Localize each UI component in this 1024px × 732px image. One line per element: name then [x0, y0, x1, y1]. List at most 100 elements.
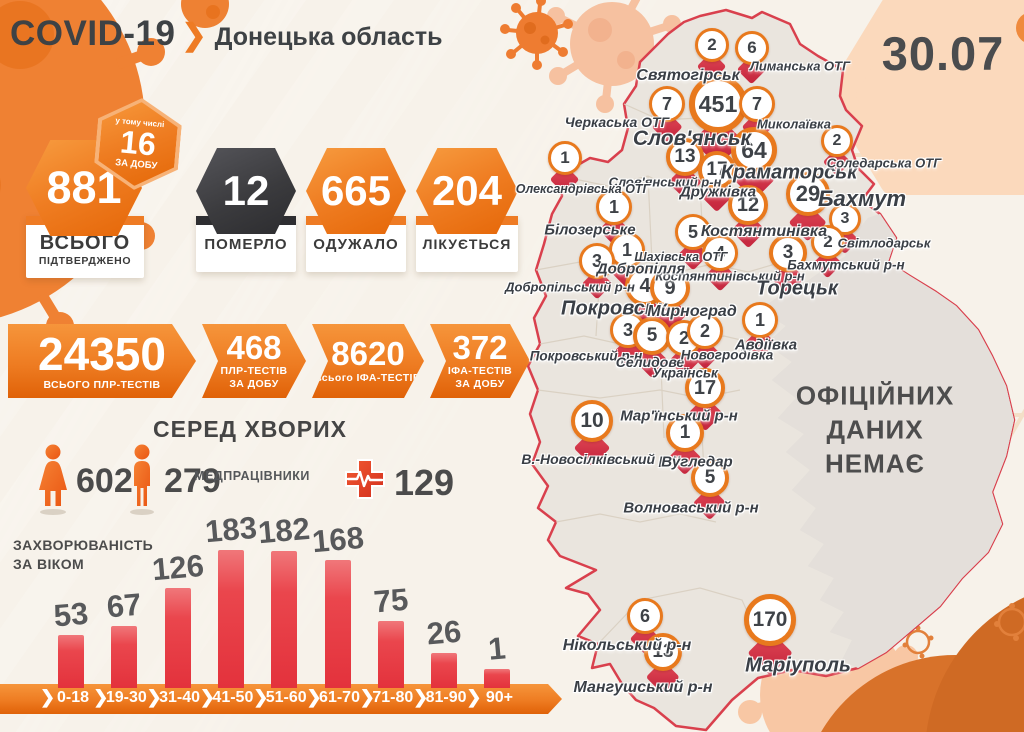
axis-chevron-icon: ❯ — [466, 687, 482, 707]
map-pin-avdiivka: 1 — [742, 302, 778, 338]
chevron-icon: ❯ — [181, 19, 207, 52]
axis-label: 41-50 — [212, 689, 254, 706]
map-pin-sviatohirsk: 2 — [695, 28, 729, 62]
date-hexagon — [827, 0, 1024, 195]
axis-chevron-icon: ❯ — [359, 687, 375, 707]
map-pin-oleksandrivska-otg: 1 — [548, 141, 582, 175]
confirmed-label-2: ПІДТВЕРДЖЕНО — [38, 255, 132, 267]
age-chart-title: ЗАХВОРЮВАНІСТЬ ЗА ВІКОМ — [13, 537, 154, 572]
tests-label: ПЛР-ТЕСТІВ ЗА ДОБУ — [220, 365, 288, 391]
male-icon — [130, 444, 154, 515]
map-place-label-sloviansk: Слов'янськ — [632, 127, 752, 150]
map-pin-bilozerske: 1 — [596, 189, 632, 225]
recovered-label: ОДУЖАЛО — [313, 236, 399, 253]
map-place-label-pokrovskyi-rn: Покровський р-н — [529, 348, 643, 364]
daily-per-day: ЗА ДОБУ — [114, 157, 158, 172]
map-pin-mariinskyi-rn: 17 — [685, 368, 725, 408]
tests-banner: 24350 ВСЬОГО ПЛР-ТЕСТІВ 468 ПЛР-ТЕСТІВ ЗА Д… — [0, 324, 560, 398]
map-place-label-bilozerske: Білозерське — [544, 221, 636, 239]
bar-value: 26 — [425, 613, 463, 651]
oblast-map — [526, 8, 1016, 732]
axis-label: 19-30 — [105, 689, 147, 706]
tests-value: 468 — [226, 328, 282, 366]
medics-count: 129 — [394, 462, 455, 503]
bar-value: 126 — [150, 547, 205, 587]
report-date: 30.07 — [881, 27, 1005, 80]
map-pin-nikolskyi-rn: 6 — [627, 598, 663, 634]
age-axis-banner: ❯ 0-18 ❯ 19-30 ❯ 31-40 ❯ 41-50 ❯ 51-60 ❯ 61-70 ❯ 71-8… — [0, 684, 562, 714]
region-title: Донецька область — [214, 23, 443, 51]
map-place-label-kramatorsk: Краматорськ — [720, 161, 858, 184]
bar — [377, 620, 404, 688]
map-place-label-mariupol: Маріуполь — [745, 654, 851, 677]
page-header: COVID-19 ❯ Донецька область — [10, 14, 442, 54]
map-place-label-cherkaska-otg: Черкаська ОТГ — [564, 114, 670, 130]
tests-label: всього ІФА-ТЕСТІВ — [315, 371, 421, 384]
map-place-label-toretsk: Торецьк — [756, 277, 838, 300]
map-place-label-lymanska-otg: Лиманська ОТГ — [749, 58, 851, 74]
virus-decor-topmiddle — [500, 0, 1024, 113]
axis-label: 71-80 — [372, 689, 414, 706]
map-place-label-volnovaskyi-rn: Волноваський р-н — [623, 499, 759, 517]
map-pin-lymanska-otg: 6 — [735, 31, 769, 65]
treated-hexagon: 204 — [416, 148, 518, 234]
bar — [217, 550, 244, 688]
map-place-label-slovianskyi-rn: Слов'янський р-н — [608, 174, 722, 190]
died-hexagon: 12 — [196, 148, 296, 234]
treated-label: ЛІКУЄТЬСЯ — [422, 236, 512, 252]
covid-title: COVID-19 — [10, 14, 176, 53]
map-place-label-oleksandrivska-otg: Олександрівська ОТГ — [515, 182, 651, 196]
female-icon — [39, 444, 67, 515]
axis-label: 31-40 — [159, 689, 201, 706]
no-data-hatched-region — [760, 214, 1014, 668]
map-place-label-mykolaivka: Миколаївка — [756, 116, 832, 132]
map-place-label-pokrovsk: Покровськ — [561, 297, 667, 320]
confirmed-label-1: ВСЬОГО — [39, 232, 131, 254]
map-pin-slovianskyi-rn: 13 — [666, 138, 704, 176]
map-pin-toretsk: 3 — [769, 234, 807, 272]
map-pin-cherkaska-otg: 7 — [649, 86, 685, 122]
recovered-hexagon: 665 — [306, 148, 406, 234]
bar-value: 168 — [310, 520, 365, 560]
medic-cross-icon — [345, 459, 385, 499]
among-sick-heading: СЕРЕД ХВОРИХ — [153, 416, 347, 442]
bar-value: 182 — [256, 510, 312, 551]
no-data-label: ОФІЦІЙНИХ ДАНИХ НЕМАЄ — [795, 380, 955, 478]
map-place-label-bakhmutskyi-rn: Бахмутський р-н — [787, 257, 905, 273]
map-place-label-mariinskyi-rn: Мар'їнський р-н — [620, 407, 738, 425]
axis-chevron-icon: ❯ — [146, 687, 162, 707]
axis-chevron-icon: ❯ — [199, 687, 215, 707]
bar-value: 67 — [105, 586, 143, 625]
axis-chevron-icon: ❯ — [93, 687, 109, 707]
map-pin-soledarska-otg: 2 — [821, 125, 853, 157]
map-place-label-manhushskyi-rn: Мангушський р-н — [573, 679, 713, 696]
map-pin-volnovaskyi-rn: 5 — [691, 459, 729, 497]
map-place-label-novohrodivka: Новогродівка — [680, 347, 774, 363]
bar — [484, 668, 511, 688]
map-pin-kostiantynivka: 12 — [728, 185, 768, 225]
axis-label: 51-60 — [265, 689, 307, 706]
axis-label: 61-70 — [319, 689, 360, 706]
map-pin-novohrodivka: 2 — [687, 313, 723, 349]
map-place-label-soledarska-otg: Соледарська ОТГ — [826, 155, 942, 171]
map-pin-manhushskyi-rn: 13 — [644, 633, 682, 671]
bar — [58, 634, 84, 688]
died-label: ПОМЕРЛО — [204, 236, 288, 253]
map-pin-selydove: 5 — [633, 317, 671, 355]
map-place-label-ukrainsk: Українськ — [652, 365, 718, 381]
tests-label: ІФА-ТЕСТІВ ЗА ДОБУ — [447, 365, 513, 391]
bar-value: 183 — [203, 510, 259, 550]
map-place-label-bakhmut: Бахмут — [817, 186, 907, 211]
tests-segment: 8620 всього ІФА-ТЕСТІВ — [312, 324, 424, 398]
map-pin-v-novosilkivskyi-rn: 10 — [571, 400, 613, 442]
tests-value: 372 — [452, 328, 508, 366]
map-place-label-kostiantynivka: Костянтинівка — [700, 223, 828, 240]
axis-chevron-icon: ❯ — [40, 687, 56, 707]
map-place-label-dobropillia: Добропілля — [596, 260, 686, 278]
axis-chevron-icon: ❯ — [413, 687, 429, 707]
map-place-label-druzhkivka: Дружківка — [679, 183, 757, 201]
tests-value: 8620 — [331, 335, 405, 373]
tests-label: ВСЬОГО ПЛР-ТЕСТІВ — [43, 378, 161, 391]
map-pin-kostiantynivskyi-rn: 4 — [702, 235, 738, 271]
